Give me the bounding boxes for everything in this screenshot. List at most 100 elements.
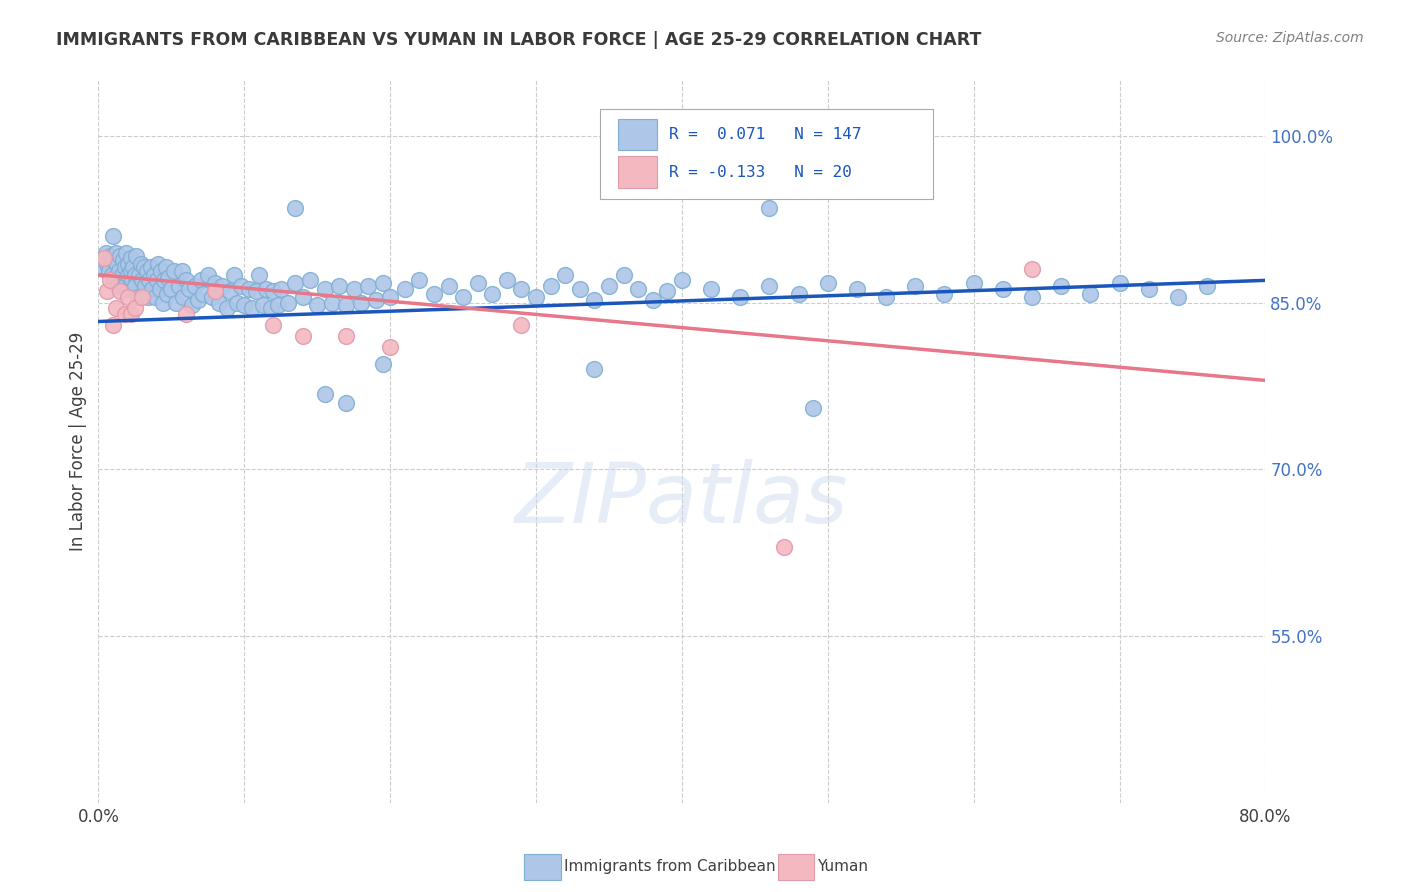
Text: Source: ZipAtlas.com: Source: ZipAtlas.com: [1216, 31, 1364, 45]
Point: [215, 301, 238, 315]
Point: [277, 295, 299, 310]
Point: [105, 279, 128, 293]
Point: [105, 257, 128, 271]
Point: [962, 276, 984, 290]
Point: [510, 318, 533, 332]
Point: [540, 279, 562, 293]
Point: [554, 268, 576, 282]
Point: [204, 276, 226, 290]
Point: [934, 286, 956, 301]
Point: [211, 279, 233, 293]
Point: [117, 257, 139, 271]
Point: [98, 249, 121, 263]
Point: [127, 290, 149, 304]
Point: [1167, 290, 1189, 304]
Point: [101, 318, 124, 332]
Point: [787, 286, 810, 301]
Point: [150, 264, 173, 278]
Point: [247, 268, 270, 282]
Point: [139, 260, 162, 274]
Point: [218, 285, 240, 299]
Point: [700, 282, 723, 296]
Point: [671, 273, 693, 287]
Point: [101, 253, 124, 268]
Point: [758, 201, 780, 215]
Point: [101, 228, 124, 243]
Point: [110, 249, 132, 263]
Point: [314, 282, 336, 296]
Point: [1108, 276, 1130, 290]
Point: [394, 282, 416, 296]
Point: [91, 262, 114, 277]
Point: [364, 293, 387, 308]
Point: [143, 290, 166, 304]
Point: [817, 276, 839, 290]
Point: [111, 279, 134, 293]
Point: [222, 268, 245, 282]
Point: [524, 290, 547, 304]
Point: [204, 285, 226, 299]
Point: [298, 273, 321, 287]
Point: [1080, 286, 1102, 301]
Text: Immigrants from Caribbean: Immigrants from Caribbean: [564, 859, 776, 873]
Point: [284, 201, 307, 215]
Point: [128, 268, 150, 282]
Point: [96, 257, 118, 271]
Point: [122, 260, 145, 274]
Point: [93, 251, 115, 265]
Point: [155, 260, 177, 274]
FancyBboxPatch shape: [600, 109, 932, 200]
Point: [314, 386, 336, 401]
Point: [111, 268, 134, 282]
Point: [252, 298, 274, 312]
Point: [730, 290, 752, 304]
Point: [124, 301, 146, 315]
Point: [153, 273, 176, 287]
Point: [773, 540, 796, 554]
Point: [1021, 262, 1043, 277]
Point: [115, 245, 138, 260]
Point: [152, 295, 174, 310]
Point: [284, 276, 307, 290]
FancyBboxPatch shape: [617, 119, 658, 151]
Point: [94, 245, 117, 260]
Point: [875, 290, 897, 304]
Point: [180, 298, 202, 312]
Point: [657, 285, 679, 299]
Point: [121, 273, 143, 287]
Point: [758, 279, 780, 293]
Text: R = -0.133   N = 20: R = -0.133 N = 20: [669, 164, 852, 179]
Point: [136, 290, 159, 304]
Point: [134, 279, 156, 293]
Point: [238, 282, 260, 296]
Point: [481, 286, 503, 301]
Point: [343, 282, 366, 296]
Point: [1050, 279, 1073, 293]
Point: [117, 268, 139, 282]
Point: [183, 279, 205, 293]
Point: [141, 282, 163, 296]
Y-axis label: In Labor Force | Age 25-29: In Labor Force | Age 25-29: [69, 332, 87, 551]
Point: [328, 279, 350, 293]
Point: [201, 290, 224, 304]
Point: [321, 295, 343, 310]
Point: [496, 273, 519, 287]
Point: [167, 279, 190, 293]
Point: [380, 290, 402, 304]
Point: [129, 257, 152, 271]
Point: [104, 245, 127, 260]
Point: [170, 264, 193, 278]
Point: [100, 268, 122, 282]
Point: [117, 290, 139, 304]
Point: [262, 285, 284, 299]
Point: [357, 279, 380, 293]
Point: [267, 298, 290, 312]
Point: [98, 273, 121, 287]
Point: [423, 286, 446, 301]
Point: [174, 273, 197, 287]
Point: [124, 268, 146, 282]
Point: [146, 273, 169, 287]
Point: [254, 282, 277, 296]
Point: [165, 295, 187, 310]
Point: [124, 279, 146, 293]
